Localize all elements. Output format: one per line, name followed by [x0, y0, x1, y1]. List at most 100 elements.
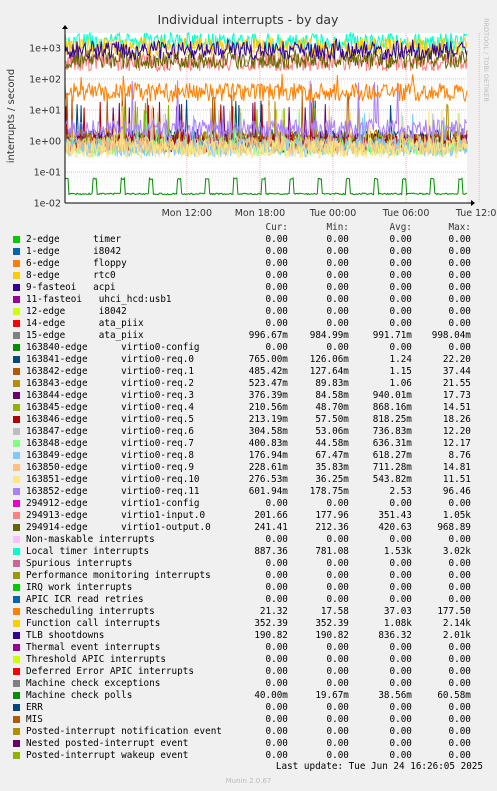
max-value: 0.00 [448, 306, 471, 317]
y-tick-label: 1e-01 [34, 167, 61, 178]
min-value: 0.00 [326, 306, 349, 317]
legend-label: 163842-edge virtio0-req.1 [13, 366, 222, 378]
series-line [64, 36, 468, 57]
x-tick-label: Tue 12:00 [455, 208, 497, 219]
legend-header-blank [13, 222, 222, 234]
avg-value: 0.00 [389, 726, 412, 737]
max-value: 0.00 [448, 726, 471, 737]
cur-value: 0.00 [265, 282, 288, 293]
series-line [64, 80, 468, 140]
cur-value: 376.39m [248, 390, 288, 401]
series-name: Nested posted-interrupt event [26, 738, 189, 749]
legend-row: 6-edge floppy 0.00 0.00 0.00 0.00 [13, 258, 471, 270]
legend-swatch [13, 608, 20, 615]
legend-swatch [13, 524, 20, 531]
cur-value: 0.00 [265, 258, 288, 269]
legend-row: 294914-edge virtio1-output.0 241.41 212.36… [13, 522, 471, 534]
min-value: 0.00 [326, 342, 349, 353]
legend-label: 9-fasteoi acpi [13, 282, 222, 294]
legend-row: APIC ICR read retries 0.00 0.00 0.00 0.00 [13, 594, 471, 606]
min-value: 0.00 [326, 582, 349, 593]
min-value: 89.83m [315, 378, 349, 389]
series-name: Rescheduling interrupts [26, 606, 155, 617]
avg-value: 636.31m [372, 438, 412, 449]
legend-row: Performance monitoring interrupts 0.00 0.0… [13, 570, 471, 582]
max-value: 0.00 [448, 246, 471, 257]
legend-label: 163847-edge virtio0-req.6 [13, 426, 222, 438]
max-value: 0.00 [448, 738, 471, 749]
legend-row: MIS 0.00 0.00 0.00 0.00 [13, 714, 471, 726]
legend-label: Threshold APIC interrupts [13, 654, 222, 666]
legend-swatch [13, 560, 20, 567]
y-axis-label: interrupts / second [6, 69, 17, 163]
legend-label: Machine check polls [13, 690, 222, 702]
legend-label: ERR [13, 702, 222, 714]
legend-swatch [13, 344, 20, 351]
series-name: 294914-edge virtio1-output.0 [26, 522, 211, 533]
avg-value: 711.28m [372, 462, 412, 473]
legend-row: Nested posted-interrupt event 0.00 0.00 0.0… [13, 738, 471, 750]
legend-label: APIC ICR read retries [13, 594, 222, 606]
max-value: 0.00 [448, 318, 471, 329]
series-name: 163851-edge virtio0-req.10 [26, 474, 200, 485]
min-value: 0.00 [326, 294, 349, 305]
legend-swatch [13, 260, 20, 267]
legend-row: 163848-edge virtio0-req.7 400.83m 44.58m 63… [13, 438, 471, 450]
legend-label: Function call interrupts [13, 618, 222, 630]
legend-row: 1-edge i8042 0.00 0.00 0.00 0.00 [13, 246, 471, 258]
col-min-header: Min: [326, 222, 349, 233]
min-value: 0.00 [326, 498, 349, 509]
series-line [64, 109, 468, 161]
legend-swatch [13, 320, 20, 327]
legend-label: Posted-interrupt wakeup event [13, 750, 222, 762]
legend-swatch [13, 332, 20, 339]
max-value: 14.81 [442, 462, 471, 473]
legend-label: 163841-edge virtio0-req.0 [13, 354, 222, 366]
min-value: 44.58m [315, 438, 349, 449]
series-name: MIS [26, 714, 43, 725]
legend-swatch [13, 236, 20, 243]
cur-value: 201.66 [254, 510, 288, 521]
y-tick-label: 1e+01 [29, 105, 61, 116]
legend-label: MIS [13, 714, 222, 726]
max-value: 96.46 [442, 486, 471, 497]
legend-row: IRQ work interrupts 0.00 0.00 0.00 0.00 [13, 582, 471, 594]
cur-value: 887.36 [254, 546, 288, 557]
max-value: 37.44 [442, 366, 471, 377]
series-name: Threshold APIC interrupts [26, 654, 166, 665]
chart-title: Individual interrupts - by day [158, 12, 340, 27]
legend-row: 12-edge i8042 0.00 0.00 0.00 0.00 [13, 306, 471, 318]
max-value: 0.00 [448, 642, 471, 653]
legend-label: 163850-edge virtio0-req.9 [13, 462, 222, 474]
cur-value: 276.53m [248, 474, 288, 485]
max-value: 0.00 [448, 582, 471, 593]
max-value: 0.00 [448, 282, 471, 293]
legend-row: 9-fasteoi acpi 0.00 0.00 0.00 0.00 [13, 282, 471, 294]
cur-value: 765.00m [248, 354, 288, 365]
avg-value: 543.82m [372, 474, 412, 485]
series-line [64, 176, 468, 196]
x-tick-label: Tue 06:00 [382, 208, 430, 219]
rrdtool-credit-label: RRDTOOL / TOBI OETIKER [482, 18, 490, 102]
max-value: 60.58m [437, 690, 471, 701]
max-value: 12.20 [442, 426, 471, 437]
max-value: 0.00 [448, 654, 471, 665]
legend-label: 294914-edge virtio1-output.0 [13, 522, 222, 534]
cur-value: 485.42m [248, 366, 288, 377]
series-name: ERR [26, 702, 43, 713]
last-update: Last update: Tue Jun 24 16:26:05 2025 [275, 761, 483, 772]
legend-label: 15-edge ata_piix [13, 330, 222, 342]
legend-label: 294913-edge virtio1-input.0 [13, 510, 222, 522]
avg-value: 0.00 [389, 582, 412, 593]
avg-value: 38.56m [378, 690, 412, 701]
y-tick-label: 1e+00 [29, 136, 61, 147]
avg-value: 2.53 [389, 486, 412, 497]
min-value: 177.96 [315, 510, 349, 521]
cur-value: 0.00 [265, 570, 288, 581]
min-value: 0.00 [326, 246, 349, 257]
max-value: 11.51 [442, 474, 471, 485]
legend-label: 1-edge i8042 [13, 246, 222, 258]
max-value: 0.00 [448, 294, 471, 305]
cur-value: 213.19m [248, 414, 288, 425]
min-value: 36.25m [315, 474, 349, 485]
